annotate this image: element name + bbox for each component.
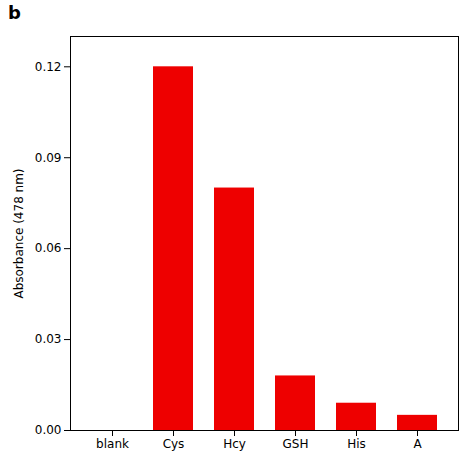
svg-text:0.12: 0.12 (35, 60, 62, 74)
html-text:b: b (8, 2, 21, 23)
svg-text:Hcy: Hcy (223, 437, 246, 451)
svg-text:blank: blank (96, 437, 129, 451)
svg-text:Absorbance (478 nm): Absorbance (478 nm) (12, 168, 26, 298)
svg-text:0.06: 0.06 (35, 241, 62, 255)
svg-text:GSH: GSH (283, 437, 309, 451)
svg-text:A: A (413, 437, 422, 451)
svg-text:0.00: 0.00 (35, 423, 62, 437)
svg-text:Cys: Cys (163, 437, 185, 451)
svg-text:0.09: 0.09 (35, 151, 62, 165)
svg-text:His: His (347, 437, 366, 451)
svg-text:0.03: 0.03 (35, 332, 62, 346)
